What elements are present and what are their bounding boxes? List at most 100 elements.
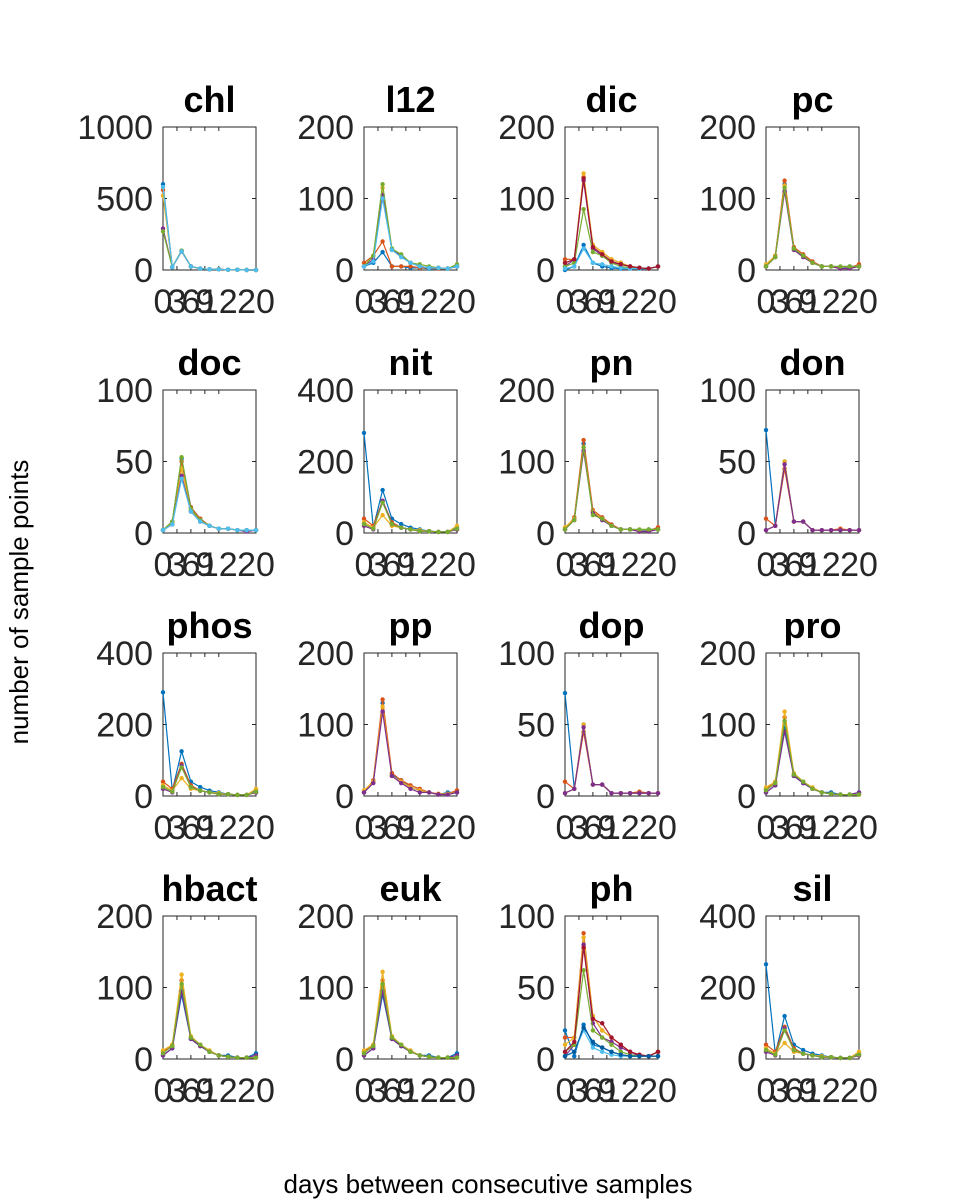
x-tick-label: 9 bbox=[597, 1072, 616, 1110]
y-tick-label: 0 bbox=[134, 515, 153, 553]
axes-box bbox=[363, 915, 458, 1060]
data-point bbox=[399, 525, 404, 530]
axes-box bbox=[162, 126, 257, 271]
data-point bbox=[856, 264, 862, 269]
data-point bbox=[426, 265, 432, 271]
data-point bbox=[562, 1053, 568, 1059]
x-tick-label: 20 bbox=[237, 1072, 275, 1110]
y-tick-label: 0 bbox=[536, 1041, 555, 1079]
data-point bbox=[361, 516, 367, 521]
x-tick-label: 0 bbox=[757, 1072, 776, 1110]
data-point bbox=[198, 784, 203, 790]
x-tick-label: 3 bbox=[770, 809, 789, 847]
data-point bbox=[590, 512, 596, 518]
subplot-title: pro bbox=[784, 605, 842, 646]
data-point bbox=[627, 1049, 633, 1055]
subplot-title: l12 bbox=[385, 79, 435, 120]
x-tick-label: 9 bbox=[396, 1072, 415, 1110]
x-tick-label: 12 bbox=[803, 809, 841, 847]
x-tick-label: 20 bbox=[840, 283, 878, 321]
data-point bbox=[436, 529, 441, 535]
y-tick-label: 100 bbox=[498, 898, 555, 936]
data-point bbox=[810, 786, 815, 792]
axes-box bbox=[765, 389, 860, 534]
data-point bbox=[609, 259, 614, 264]
data-point bbox=[170, 522, 175, 527]
y-tick-label: 50 bbox=[517, 970, 555, 1008]
data-point bbox=[856, 527, 862, 533]
data-point bbox=[572, 257, 577, 262]
x-tick-label: 9 bbox=[396, 809, 415, 847]
data-point bbox=[581, 207, 586, 212]
data-point bbox=[361, 790, 367, 795]
data-point bbox=[216, 526, 221, 531]
data-point bbox=[235, 267, 240, 272]
data-point bbox=[609, 1042, 614, 1047]
x-tick-label: 0 bbox=[757, 283, 776, 321]
data-point bbox=[426, 529, 432, 534]
data-point bbox=[600, 1045, 605, 1050]
x-tick-label: 0 bbox=[556, 1072, 575, 1110]
x-tick-label: 3 bbox=[569, 1072, 588, 1110]
data-point bbox=[618, 262, 623, 267]
data-point bbox=[380, 196, 385, 201]
x-tick-label: 6 bbox=[382, 546, 401, 584]
y-tick-label: 100 bbox=[498, 635, 555, 673]
x-tick-label: 0 bbox=[154, 283, 173, 321]
x-tick-label: 6 bbox=[181, 809, 200, 847]
data-point bbox=[188, 1035, 194, 1040]
x-tick-label: 3 bbox=[368, 1072, 387, 1110]
data-point bbox=[361, 521, 367, 527]
data-point bbox=[600, 1028, 605, 1033]
y-tick-label: 200 bbox=[699, 109, 756, 147]
x-tick-label: 9 bbox=[396, 546, 415, 584]
data-point bbox=[590, 244, 596, 250]
y-tick-label: 0 bbox=[737, 515, 756, 553]
y-tick-label: 0 bbox=[737, 1041, 756, 1079]
data-point bbox=[810, 527, 815, 533]
x-tick-label: 3 bbox=[368, 283, 387, 321]
x-tick-label: 6 bbox=[583, 283, 602, 321]
data-point bbox=[244, 792, 249, 798]
y-tick-label: 100 bbox=[699, 181, 756, 219]
x-tick-label: 6 bbox=[382, 809, 401, 847]
x-tick-label: 20 bbox=[438, 546, 476, 584]
data-point bbox=[600, 1021, 605, 1026]
x-tick-label: 6 bbox=[181, 1072, 200, 1110]
data-point bbox=[618, 527, 623, 532]
data-point bbox=[773, 780, 778, 786]
figure-x-axis-label: days between consecutive samples bbox=[283, 1169, 692, 1199]
subplot-title: pn bbox=[590, 342, 634, 383]
subplot-title: nit bbox=[389, 342, 433, 383]
data-point bbox=[856, 1052, 862, 1057]
x-tick-label: 12 bbox=[803, 1072, 841, 1110]
data-point bbox=[445, 529, 450, 535]
x-tick-label: 12 bbox=[401, 1072, 439, 1110]
data-point bbox=[618, 1042, 623, 1047]
x-tick-label: 12 bbox=[803, 546, 841, 584]
data-point bbox=[572, 786, 577, 792]
data-point bbox=[361, 260, 367, 266]
data-point bbox=[838, 264, 843, 269]
data-point bbox=[828, 1055, 834, 1060]
axes-box bbox=[564, 389, 659, 534]
data-point bbox=[454, 790, 460, 795]
y-tick-label: 100 bbox=[297, 181, 354, 219]
x-tick-label: 6 bbox=[784, 809, 803, 847]
data-point bbox=[782, 185, 787, 190]
y-tick-label: 200 bbox=[297, 635, 354, 673]
data-point bbox=[572, 1049, 577, 1055]
data-point bbox=[581, 176, 586, 181]
y-tick-label: 0 bbox=[536, 252, 555, 290]
x-tick-label: 3 bbox=[368, 809, 387, 847]
x-tick-label: 6 bbox=[181, 546, 200, 584]
data-point bbox=[160, 184, 166, 190]
data-point bbox=[791, 519, 797, 524]
data-point bbox=[454, 1055, 460, 1060]
x-tick-label: 9 bbox=[798, 809, 817, 847]
y-tick-label: 0 bbox=[134, 1041, 153, 1079]
